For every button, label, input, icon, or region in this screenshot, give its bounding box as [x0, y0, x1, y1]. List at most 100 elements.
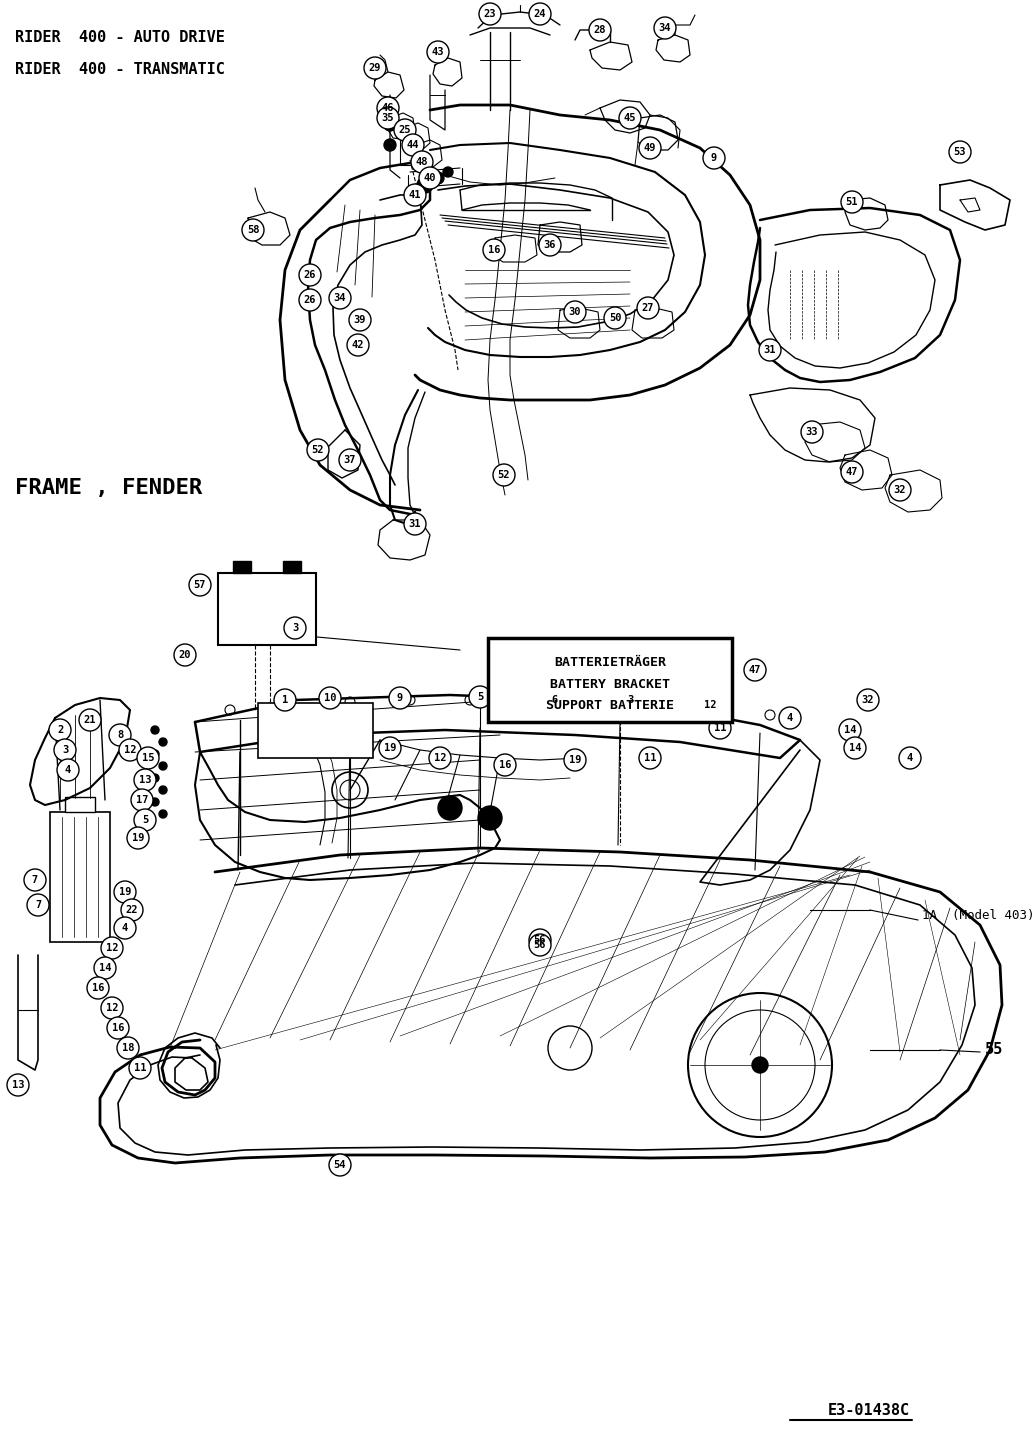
Circle shape: [478, 806, 502, 831]
Bar: [218, 572, 316, 645]
Text: 4: 4: [122, 923, 128, 933]
Circle shape: [539, 234, 561, 257]
Text: 4: 4: [786, 712, 794, 722]
Text: 15: 15: [141, 753, 154, 763]
Circle shape: [379, 737, 401, 758]
Text: 41: 41: [409, 190, 421, 200]
Circle shape: [299, 264, 321, 286]
Text: 14: 14: [844, 725, 857, 735]
Text: 29: 29: [368, 63, 381, 74]
Text: 6: 6: [552, 695, 558, 705]
Text: 10: 10: [324, 694, 336, 704]
Text: 22: 22: [126, 906, 138, 916]
Circle shape: [151, 725, 159, 734]
Text: 32: 32: [862, 695, 874, 705]
Circle shape: [284, 617, 307, 639]
Circle shape: [529, 929, 551, 952]
Circle shape: [151, 750, 159, 758]
Circle shape: [529, 934, 551, 956]
Circle shape: [275, 689, 296, 711]
Circle shape: [438, 796, 462, 820]
Bar: [233, 561, 251, 572]
Circle shape: [759, 339, 781, 360]
Circle shape: [411, 151, 433, 173]
Text: 31: 31: [409, 519, 421, 529]
Text: 42: 42: [352, 340, 364, 350]
Text: 11: 11: [134, 1063, 147, 1073]
Text: 24: 24: [534, 9, 546, 19]
Text: 16: 16: [488, 245, 501, 255]
Text: RIDER  400 - TRANSMATIC: RIDER 400 - TRANSMATIC: [15, 62, 225, 76]
Text: 12: 12: [704, 699, 716, 709]
Circle shape: [654, 17, 676, 39]
Circle shape: [7, 1074, 29, 1096]
Text: 3: 3: [62, 746, 68, 756]
Text: 12: 12: [124, 746, 136, 756]
Text: 12: 12: [105, 943, 119, 953]
Circle shape: [319, 686, 341, 709]
Text: 7: 7: [35, 900, 41, 910]
Text: 3: 3: [292, 623, 298, 633]
Circle shape: [117, 1037, 139, 1058]
Bar: [258, 704, 373, 758]
Circle shape: [469, 686, 491, 708]
Circle shape: [419, 167, 441, 189]
Text: 1A  (Model 403): 1A (Model 403): [922, 908, 1032, 921]
Text: 57: 57: [194, 580, 206, 590]
Circle shape: [101, 937, 123, 959]
Circle shape: [604, 307, 626, 329]
Text: 9: 9: [711, 153, 717, 163]
Text: 17: 17: [136, 795, 149, 805]
Circle shape: [544, 689, 566, 711]
Circle shape: [114, 917, 136, 939]
Circle shape: [494, 754, 516, 776]
Circle shape: [589, 19, 611, 40]
Circle shape: [417, 177, 433, 193]
Circle shape: [844, 737, 866, 758]
Text: 31: 31: [764, 345, 776, 355]
Text: 55: 55: [985, 1043, 1003, 1057]
Text: 19: 19: [569, 756, 581, 766]
Text: 4: 4: [907, 753, 913, 763]
Text: 54: 54: [333, 1159, 347, 1169]
Circle shape: [839, 720, 861, 741]
Circle shape: [129, 1057, 151, 1079]
Circle shape: [121, 898, 143, 921]
Text: 19: 19: [132, 833, 144, 844]
Circle shape: [134, 769, 156, 792]
Text: 1: 1: [282, 695, 288, 705]
Circle shape: [87, 978, 109, 999]
Text: 19: 19: [119, 887, 131, 897]
Bar: [65, 797, 95, 812]
Text: 34: 34: [333, 293, 347, 303]
FancyBboxPatch shape: [488, 637, 732, 722]
Circle shape: [565, 301, 586, 323]
Circle shape: [841, 461, 863, 483]
Text: BATTERY BRACKET: BATTERY BRACKET: [550, 678, 670, 691]
Text: 19: 19: [384, 743, 396, 753]
Circle shape: [404, 513, 426, 535]
Circle shape: [159, 761, 167, 770]
Circle shape: [389, 686, 411, 709]
Text: 28: 28: [593, 25, 606, 35]
Circle shape: [432, 172, 444, 185]
Circle shape: [949, 141, 971, 163]
Text: 20: 20: [179, 650, 191, 660]
Text: 52: 52: [312, 446, 324, 456]
Circle shape: [889, 479, 911, 500]
Text: SUPPORT BATTERIE: SUPPORT BATTERIE: [546, 699, 674, 712]
Text: 43: 43: [431, 48, 444, 58]
Circle shape: [79, 709, 101, 731]
Circle shape: [109, 724, 131, 746]
Circle shape: [779, 707, 801, 730]
Text: 58: 58: [247, 225, 259, 235]
Text: 37: 37: [344, 456, 356, 464]
Text: 47: 47: [846, 467, 859, 477]
Text: 32: 32: [894, 485, 906, 495]
Text: 48: 48: [416, 157, 428, 167]
Text: 45: 45: [623, 112, 637, 123]
Text: 23: 23: [484, 9, 496, 19]
Circle shape: [307, 438, 329, 461]
Text: BATTERIETRÄGER: BATTERIETRÄGER: [554, 656, 666, 669]
Text: 26: 26: [303, 270, 316, 280]
